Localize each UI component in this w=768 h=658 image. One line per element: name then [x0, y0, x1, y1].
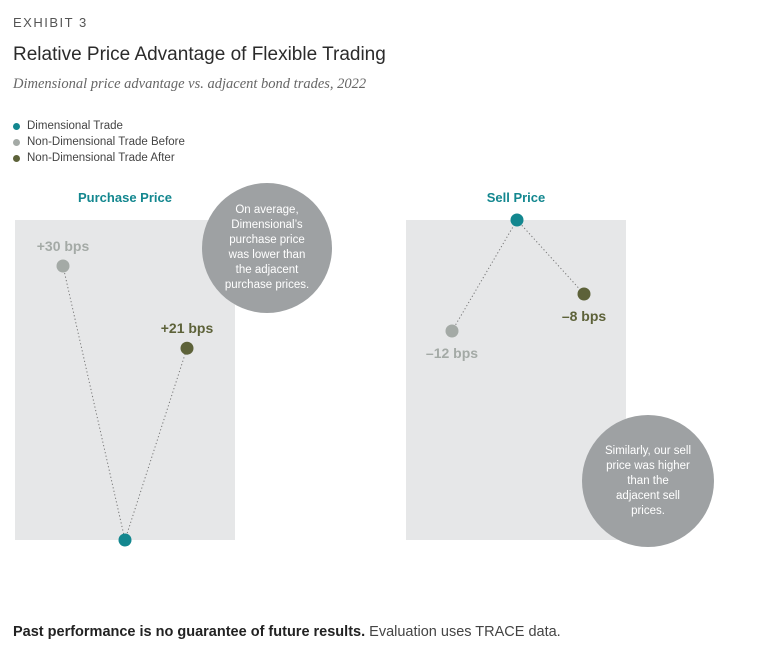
- data-point: [56, 259, 70, 273]
- data-point: [510, 213, 524, 227]
- footnote-bold: Past performance is no guarantee of futu…: [13, 624, 366, 640]
- data-point: [445, 324, 459, 338]
- legend-label: Non-Dimensional Trade Before: [27, 136, 185, 148]
- chart-subtitle: Dimensional price advantage vs. adjacent…: [13, 76, 367, 92]
- data-label: –12 bps: [426, 345, 478, 361]
- data-label: +30 bps: [37, 238, 90, 254]
- data-point: [118, 533, 132, 547]
- data-label: –8 bps: [562, 308, 607, 324]
- legend-label: Non-Dimensional Trade After: [27, 152, 175, 164]
- data-point: [180, 341, 194, 355]
- exhibit-label: EXHIBIT 3: [13, 15, 88, 30]
- sell-callout: Similarly, our sell price was higher tha…: [582, 415, 714, 547]
- legend: Dimensional Trade Non-Dimensional Trade …: [13, 118, 185, 166]
- data-label: +21 bps: [161, 320, 214, 336]
- legend-dot-after: [13, 154, 20, 162]
- data-point: [577, 287, 591, 301]
- purchase-callout: On average, Dimensional’s purchase price…: [202, 183, 332, 313]
- purchase-panel-title: Purchase Price: [78, 190, 172, 205]
- legend-dot-before: [13, 138, 20, 146]
- legend-label: Dimensional Trade: [27, 120, 123, 132]
- chart-title: Relative Price Advantage of Flexible Tra…: [13, 44, 386, 65]
- connector-line: [124, 348, 188, 541]
- sell-panel-title: Sell Price: [486, 190, 546, 205]
- footnote-normal: Evaluation uses TRACE data.: [369, 624, 561, 640]
- footnote: Past performance is no guarantee of futu…: [13, 624, 561, 640]
- legend-dot-dimensional: [13, 122, 20, 130]
- chart-canvas: +30 bps +21 bps –12 bps –8 bps: [15, 213, 626, 547]
- panel-background: [15, 220, 235, 540]
- connector-line: [62, 265, 126, 541]
- legend-item-after: Non-Dimensional Trade After: [13, 150, 185, 166]
- legend-item-dimensional: Dimensional Trade: [13, 118, 185, 134]
- legend-item-before: Non-Dimensional Trade Before: [13, 134, 185, 150]
- connector-line: [516, 219, 585, 295]
